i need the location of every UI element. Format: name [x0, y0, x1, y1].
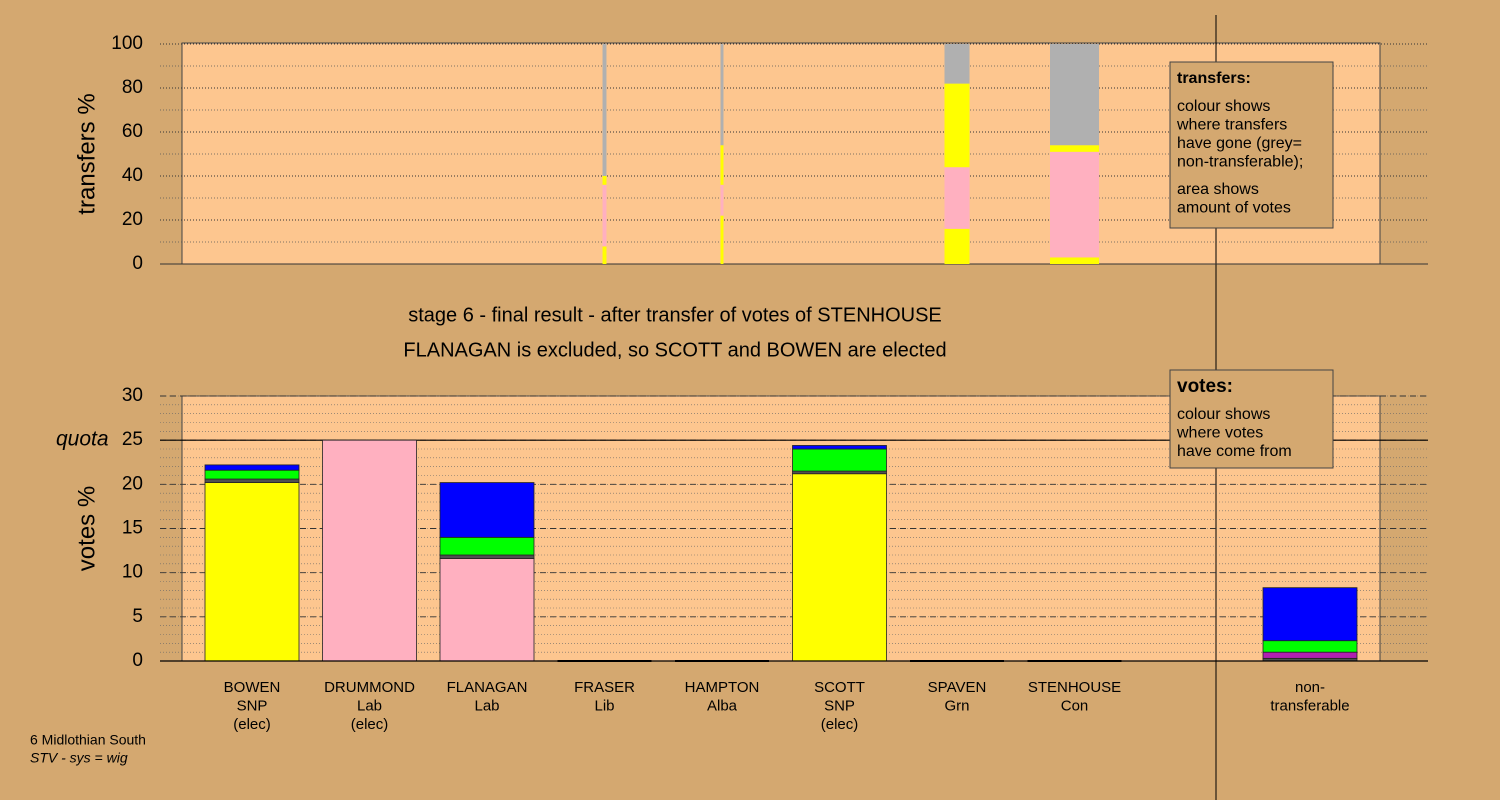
bar-segment	[944, 167, 970, 229]
y-tick-label: 15	[122, 518, 143, 539]
y-tick-label: 5	[132, 606, 143, 627]
bar-segment	[1050, 257, 1099, 264]
bar-segment	[792, 445, 887, 450]
x-tick-label: Alba	[707, 697, 738, 714]
y-tick-label: 30	[122, 385, 143, 406]
bar-segment	[439, 554, 535, 559]
y-tick-label: 10	[122, 562, 143, 583]
x-tick-label: Lab	[357, 697, 382, 714]
bar-segment	[602, 176, 607, 185]
chart-title: FLANAGAN is excluded, so SCOTT and BOWEN…	[403, 339, 946, 361]
y-tick-label: 20	[122, 473, 143, 494]
bar-segment	[1050, 145, 1099, 152]
legend-text: area shows	[1177, 181, 1259, 198]
y-axis-label: transfers %	[73, 93, 100, 214]
bar-segment	[720, 184, 724, 216]
legend-text: where transfers	[1176, 117, 1287, 134]
x-tick-label: HAMPTON	[685, 679, 760, 696]
x-tick-label: Grn	[944, 697, 969, 714]
y-tick-label: 20	[122, 209, 143, 230]
bar-segment	[204, 469, 300, 480]
x-tick-label: (elec)	[233, 716, 271, 733]
bar-segment	[720, 145, 724, 185]
legend-text: colour shows	[1177, 98, 1270, 115]
y-tick-label: 0	[132, 253, 143, 274]
legend-text: have come from	[1177, 443, 1292, 460]
quota-label: quota	[56, 428, 109, 451]
legend-text: amount of votes	[1177, 200, 1291, 217]
y-tick-label: 60	[122, 121, 143, 142]
y-tick-label: 25	[122, 429, 143, 450]
y-axis-label: votes %	[73, 486, 100, 571]
legend-text: where votes	[1176, 425, 1263, 442]
bar-segment	[720, 44, 724, 146]
y-tick-label: 80	[122, 77, 143, 98]
bar-segment	[322, 439, 417, 662]
x-tick-label: transferable	[1270, 697, 1349, 714]
x-tick-label: FLANAGAN	[447, 679, 528, 696]
bar-segment	[1050, 151, 1099, 258]
y-tick-label: 40	[122, 165, 143, 186]
bar-segment	[602, 44, 607, 176]
bar-segment	[602, 246, 607, 264]
bar-segment	[602, 184, 607, 247]
legend-text: colour shows	[1177, 406, 1270, 423]
bar-segment	[944, 83, 970, 168]
legend-title: votes:	[1177, 376, 1233, 397]
footer-text: 6 Midlothian South	[30, 732, 146, 748]
bar-segment	[1050, 44, 1099, 146]
x-tick-label: BOWEN	[224, 679, 281, 696]
bar-segment	[439, 482, 535, 538]
bar-segment	[439, 536, 535, 556]
x-tick-label: STENHOUSE	[1028, 679, 1121, 696]
x-tick-label: Con	[1061, 697, 1089, 714]
x-tick-label: SNP	[824, 697, 855, 714]
bar-segment	[944, 44, 970, 84]
x-tick-label: SNP	[237, 697, 268, 714]
legend-box	[1169, 369, 1334, 469]
legend-box	[1169, 61, 1334, 229]
bar-segment	[204, 482, 300, 662]
bar-segment	[792, 448, 887, 472]
x-tick-label: non-	[1295, 679, 1325, 696]
bar-segment	[792, 473, 887, 662]
bar-segment	[1262, 587, 1358, 642]
x-tick-label: (elec)	[821, 716, 859, 733]
x-tick-label: SPAVEN	[928, 679, 987, 696]
bar-segment	[944, 228, 970, 264]
chart-title: stage 6 - final result - after transfer …	[408, 304, 942, 326]
legend-text: have gone (grey=	[1177, 135, 1302, 152]
footer-text: STV - sys = wig	[30, 750, 128, 766]
y-tick-label: 100	[111, 33, 143, 54]
bar-segment	[204, 478, 300, 483]
bar-segment	[1262, 640, 1358, 653]
x-tick-label: Lab	[474, 697, 499, 714]
bar-segment	[439, 558, 535, 662]
legend-title: transfers:	[1177, 70, 1251, 87]
bar-segment	[204, 464, 300, 471]
x-tick-label: Lib	[594, 697, 614, 714]
x-tick-label: DRUMMOND	[324, 679, 415, 696]
y-tick-label: 0	[132, 650, 143, 671]
x-tick-label: FRASER	[574, 679, 635, 696]
bar-segment	[1262, 651, 1358, 659]
x-tick-label: (elec)	[351, 716, 389, 733]
legend-text: non-transferable);	[1177, 154, 1303, 171]
x-tick-label: SCOTT	[814, 679, 865, 696]
bar-segment	[720, 215, 724, 264]
